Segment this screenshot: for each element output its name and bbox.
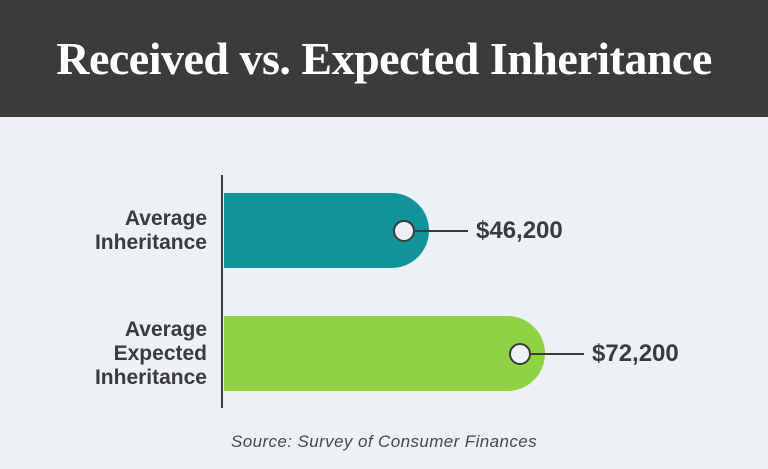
bar-average-inheritance: $46,200	[224, 193, 563, 268]
marker-circle-icon	[393, 219, 415, 242]
y-axis-line	[221, 175, 223, 408]
connector-line	[415, 229, 468, 232]
bar-average-expected-inheritance: $72,200	[224, 316, 679, 391]
chart-title: Received vs. Expected Inheritance	[56, 33, 712, 84]
bar-value-average-expected-inheritance: $72,200	[592, 339, 679, 367]
marker-circle-icon	[509, 342, 531, 365]
bar-label-average-expected-inheritance: Average Expected Inheritance	[94, 317, 207, 389]
value-callout: $72,200	[509, 340, 679, 368]
source-note: Source: Survey of Consumer Finances	[231, 432, 537, 451]
bar-label-average-inheritance: Average Inheritance	[94, 206, 207, 254]
value-callout: $46,200	[393, 217, 563, 245]
bar-value-average-inheritance: $46,200	[476, 216, 563, 244]
title-bar: Received vs. Expected Inheritance	[0, 0, 768, 117]
connector-line	[531, 352, 584, 355]
